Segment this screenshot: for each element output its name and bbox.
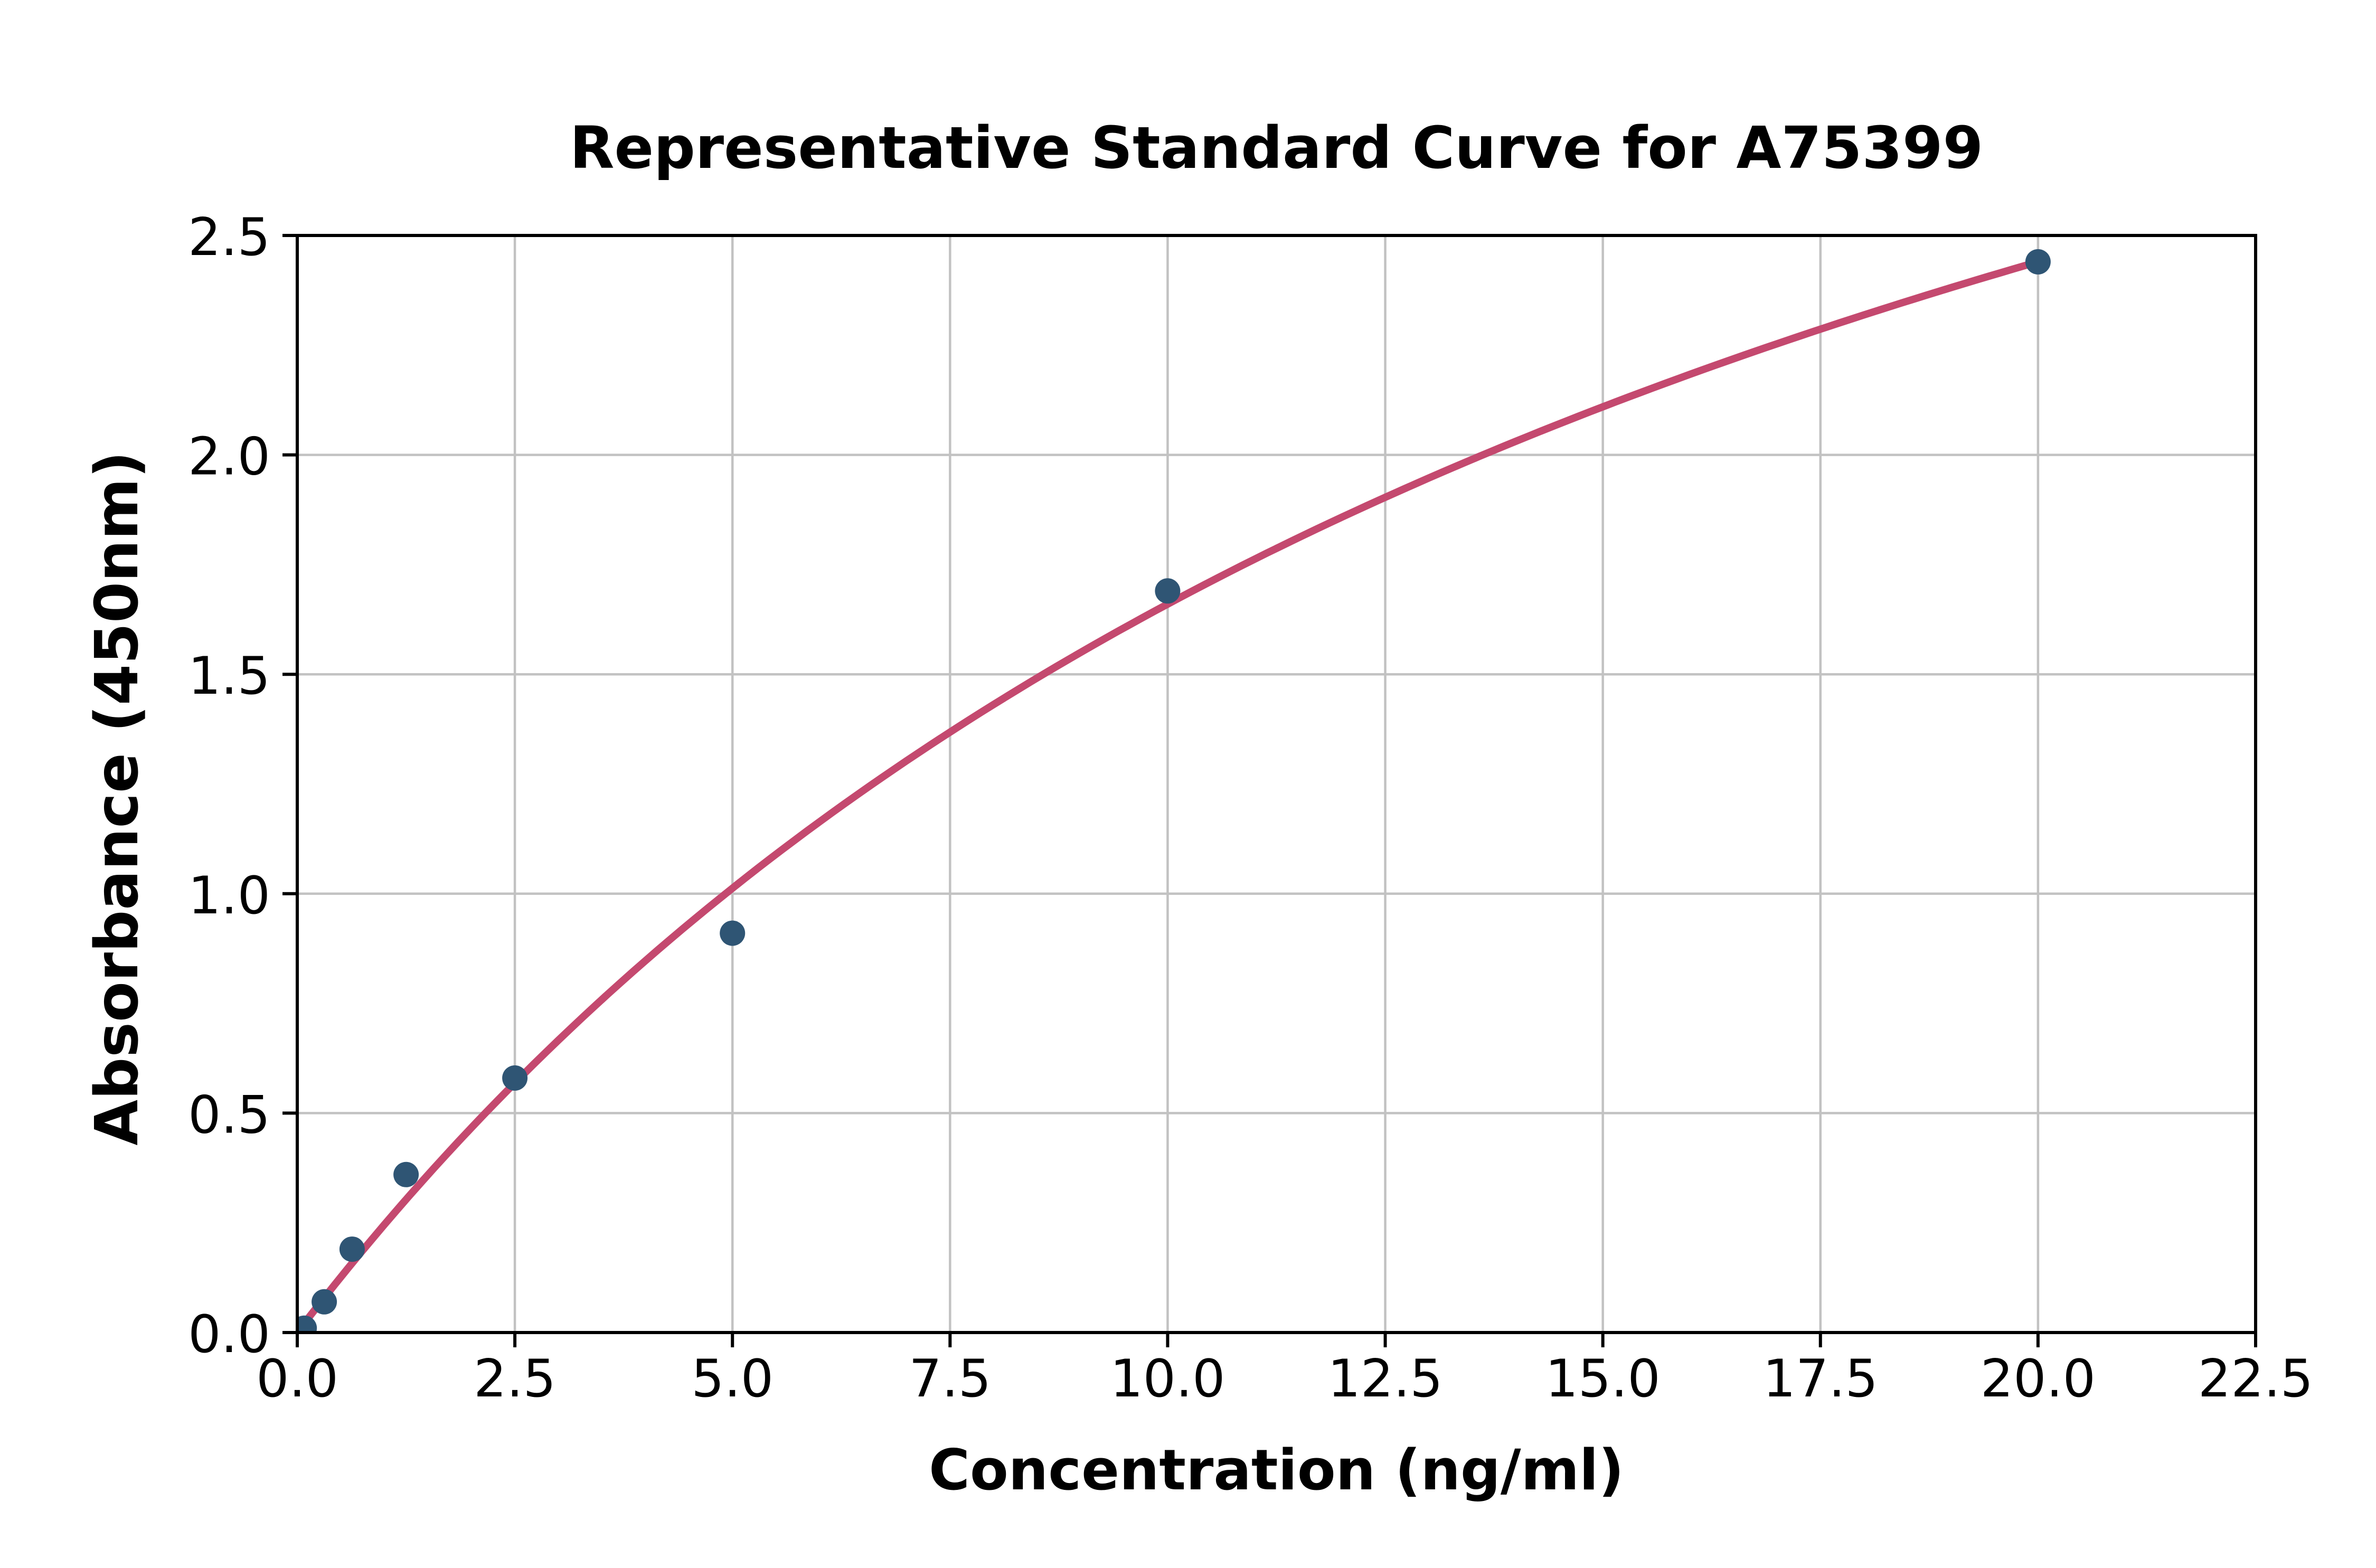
- y-tick-label: 0.0: [188, 1305, 270, 1365]
- x-tick-label: 15.0: [1545, 1349, 1661, 1409]
- y-tick-label: 2.0: [188, 427, 270, 487]
- x-axis-label: Concentration (ng/ml): [929, 1438, 1624, 1503]
- data-point: [502, 1065, 528, 1091]
- fit-curve: [297, 258, 2042, 1333]
- y-tick-label: 0.5: [188, 1085, 270, 1145]
- x-tick-label: 2.5: [474, 1349, 556, 1409]
- y-tick-label: 1.0: [188, 866, 270, 926]
- x-tick-label: 10.0: [1110, 1349, 1225, 1409]
- x-tick-label: 0.0: [256, 1349, 338, 1409]
- data-point: [1155, 578, 1181, 604]
- x-tick-label: 17.5: [1763, 1349, 1878, 1409]
- data-point: [297, 1315, 317, 1333]
- chart-title: Representative Standard Curve for A75399: [569, 114, 1984, 182]
- y-tick-label: 1.5: [188, 646, 270, 706]
- data-point: [339, 1236, 365, 1262]
- x-tick-label: 5.0: [691, 1349, 774, 1409]
- x-tick-label: 7.5: [909, 1349, 991, 1409]
- x-tick-label: 12.5: [1327, 1349, 1442, 1409]
- data-point: [720, 920, 746, 946]
- plot-border: [296, 234, 2257, 1334]
- x-tick-label: 20.0: [1981, 1349, 2096, 1409]
- data-point: [2025, 249, 2051, 275]
- x-tick-label: 22.5: [2198, 1349, 2313, 1409]
- data-point: [393, 1161, 419, 1187]
- y-tick-label: 2.5: [188, 207, 270, 268]
- data-point: [312, 1289, 337, 1315]
